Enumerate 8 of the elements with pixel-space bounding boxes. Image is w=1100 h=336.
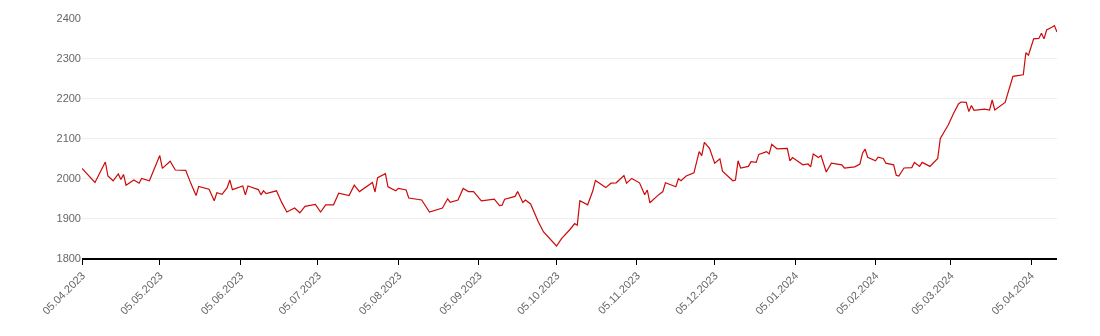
y-tick-label: 1900 [56,211,81,224]
y-tick-label: 2100 [56,131,81,144]
y-tick-label: 2400 [56,11,81,24]
y-tick-label: 2300 [56,51,81,64]
y-tick-label: 1800 [56,251,81,264]
y-tick-label: 2000 [56,171,81,184]
line-series [82,25,1057,247]
y-tick-label: 2200 [56,91,81,104]
